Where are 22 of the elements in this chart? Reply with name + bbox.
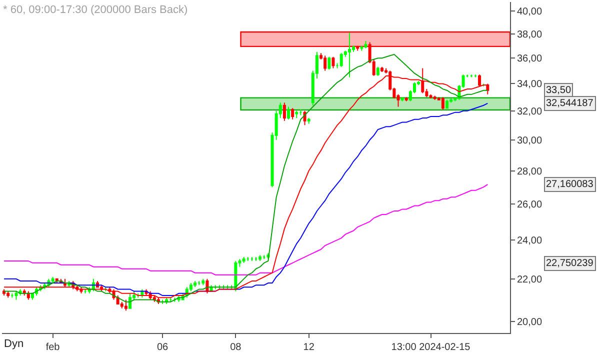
x-tick-label: 13:00 2024-02-15	[391, 342, 471, 353]
x-tick-label: feb	[46, 342, 60, 353]
x-tick-label: 08	[230, 342, 242, 353]
y-tick-label: 38,00	[517, 29, 542, 40]
y-tick-label: 24,00	[517, 235, 542, 246]
y-tick-label: 22,00	[517, 274, 542, 286]
text: 27,160083	[546, 179, 594, 190]
text: 22,750239	[546, 258, 594, 269]
y-tick-label: 40,00	[517, 6, 542, 18]
x-tick-label: 06	[156, 342, 169, 353]
y-tick-label: 32,00	[517, 106, 542, 118]
y-tick-label: 30,00	[517, 135, 542, 146]
y-tick-label: 28,00	[517, 166, 542, 178]
x-tick-label: 12	[303, 342, 315, 353]
y-tick-label: 26,00	[517, 200, 542, 211]
y-tick-label: 20,00	[517, 317, 542, 328]
chart-title: * 60, 09:00-17:30 (200000 Bars Back)	[3, 4, 188, 16]
text: Dyn	[4, 338, 24, 350]
y-tick-label: 36,00	[517, 54, 542, 65]
y-tick-label: 34,00	[517, 79, 542, 90]
text: 32,544187	[546, 98, 594, 109]
text: 33,50	[546, 85, 572, 96]
